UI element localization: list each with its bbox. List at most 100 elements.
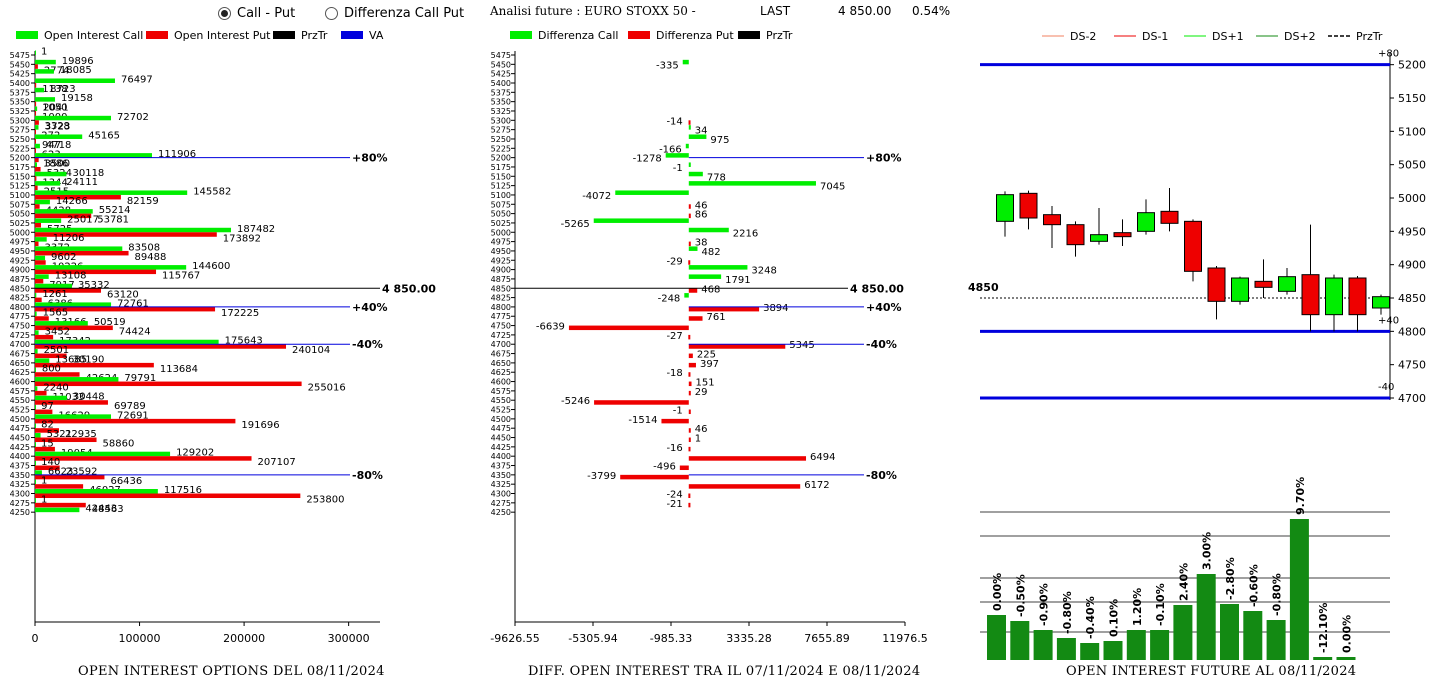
diff-bar — [679, 465, 689, 471]
call-value-label: 19896 — [62, 56, 94, 67]
put-bar — [35, 437, 97, 443]
candle-body — [1160, 210, 1179, 224]
put-value-label: 69789 — [114, 401, 146, 412]
strike-label: 4725 — [10, 331, 30, 340]
call-bar — [35, 134, 83, 139]
strike-label: 5400 — [491, 79, 511, 88]
strike-label: 4650 — [491, 359, 511, 368]
y-tick-label: 5200 — [1398, 59, 1426, 72]
strike-label: 5025 — [491, 219, 511, 228]
call-value-label: 187482 — [237, 224, 275, 235]
call-value-label: 2041 — [43, 102, 68, 113]
strike-label: 4925 — [491, 256, 511, 265]
put-value-label: 53781 — [97, 215, 129, 226]
candle-body — [1278, 276, 1296, 292]
put-value-label: 115767 — [162, 271, 200, 282]
radio-differenza[interactable]: Differenza Call Put — [325, 6, 464, 21]
strike-label: 5050 — [491, 210, 511, 219]
legend-label: Open Interest Put — [174, 29, 271, 42]
call-value-label: 76497 — [121, 74, 153, 85]
call-bar — [35, 405, 36, 410]
strike-label: 5450 — [10, 60, 30, 69]
oi-bar — [1289, 519, 1309, 660]
call-bar — [35, 498, 36, 503]
candle-body — [1325, 277, 1343, 316]
va-label: +80% — [866, 152, 902, 165]
call-bar — [35, 451, 171, 457]
open-interest-options-chart: Open Interest Call Open Interest Put PrzTr… — [10, 29, 437, 645]
diff-value-label: 46 — [695, 200, 708, 211]
diff-value-label: -166 — [659, 144, 682, 155]
strike-label: 5375 — [10, 88, 30, 97]
strike-label: 4675 — [491, 350, 511, 359]
put-bar — [35, 194, 121, 200]
call-value-label: 82 — [41, 420, 54, 431]
strike-label: 5325 — [491, 107, 511, 116]
call-bar — [35, 218, 62, 223]
va-label: +40% — [866, 301, 902, 314]
level-label: -40 — [1378, 382, 1394, 393]
put-bar — [35, 148, 36, 153]
strike-label: 4775 — [10, 312, 30, 321]
put-bar — [35, 176, 37, 181]
diff-value-label: 38 — [695, 238, 708, 249]
put-bar — [35, 316, 49, 321]
va-label: +80% — [352, 152, 388, 165]
call-value-label: 140 — [41, 457, 60, 468]
call-bar — [35, 255, 46, 261]
oi-bar — [1056, 638, 1076, 660]
call-bar — [35, 414, 111, 419]
strike-label: 4525 — [10, 406, 30, 415]
candle-body — [1113, 232, 1132, 238]
call-value-label: 45165 — [88, 130, 120, 141]
strike-label: 4350 — [491, 471, 511, 480]
candle-body — [1301, 274, 1320, 316]
put-value-label: 1138 — [42, 84, 67, 95]
y-tick-label: 4950 — [1398, 225, 1426, 238]
diff-bar — [688, 381, 692, 387]
oi-value-label: 0.00% — [991, 573, 1004, 611]
radio-selected-icon — [218, 7, 231, 20]
put-value-label: 22935 — [65, 429, 97, 440]
strike-label: 5275 — [491, 126, 511, 135]
put-value-label: 947 — [42, 140, 61, 151]
diff-bar — [688, 213, 691, 219]
call-value-label: 72761 — [117, 298, 149, 309]
legend-label: Differenza Put — [656, 29, 734, 42]
strike-label: 4675 — [10, 350, 30, 359]
put-value-label: 173892 — [223, 233, 261, 244]
x-tick-label: 11976.5 — [882, 632, 928, 645]
diff-bar — [665, 153, 689, 158]
call-value-label: 3452 — [45, 326, 70, 337]
call-bar — [35, 209, 93, 214]
diff-bar — [682, 59, 689, 65]
put-value-label: 207107 — [258, 457, 296, 468]
call-bar — [35, 395, 67, 401]
put-value-label: 63120 — [107, 289, 139, 300]
radio-differenza-label: Differenza Call Put — [344, 6, 465, 21]
diff-value-label: 86 — [695, 210, 708, 221]
candle-body — [1231, 277, 1249, 302]
diff-value-label: -24 — [666, 490, 682, 501]
call-value-label: 55214 — [99, 205, 131, 216]
diff-bar — [688, 265, 748, 270]
va-label: -80% — [866, 469, 897, 482]
legend-swatch — [273, 31, 295, 39]
strike-label: 4575 — [491, 387, 511, 396]
strike-label: 4625 — [10, 368, 30, 377]
put-value-label: 172225 — [221, 308, 259, 319]
call-value-label: 1 — [41, 47, 47, 58]
radio-call-put[interactable]: Call - Put — [218, 6, 295, 21]
call-bar — [35, 507, 80, 513]
strike-label: 4800 — [491, 303, 511, 312]
call-bar — [35, 115, 112, 121]
strike-label: 5425 — [10, 70, 30, 79]
footer-right: OPEN INTEREST FUTURE AL 08/11/2024 — [1066, 664, 1357, 679]
call-value-label: 5321 — [47, 429, 72, 440]
call-value-label: 9602 — [51, 252, 76, 263]
y-tick-label: 4850 — [1398, 292, 1426, 305]
put-bar — [35, 185, 38, 191]
diff-value-label: 6494 — [810, 452, 835, 463]
candle-body — [1254, 280, 1273, 288]
put-bar — [35, 428, 59, 433]
